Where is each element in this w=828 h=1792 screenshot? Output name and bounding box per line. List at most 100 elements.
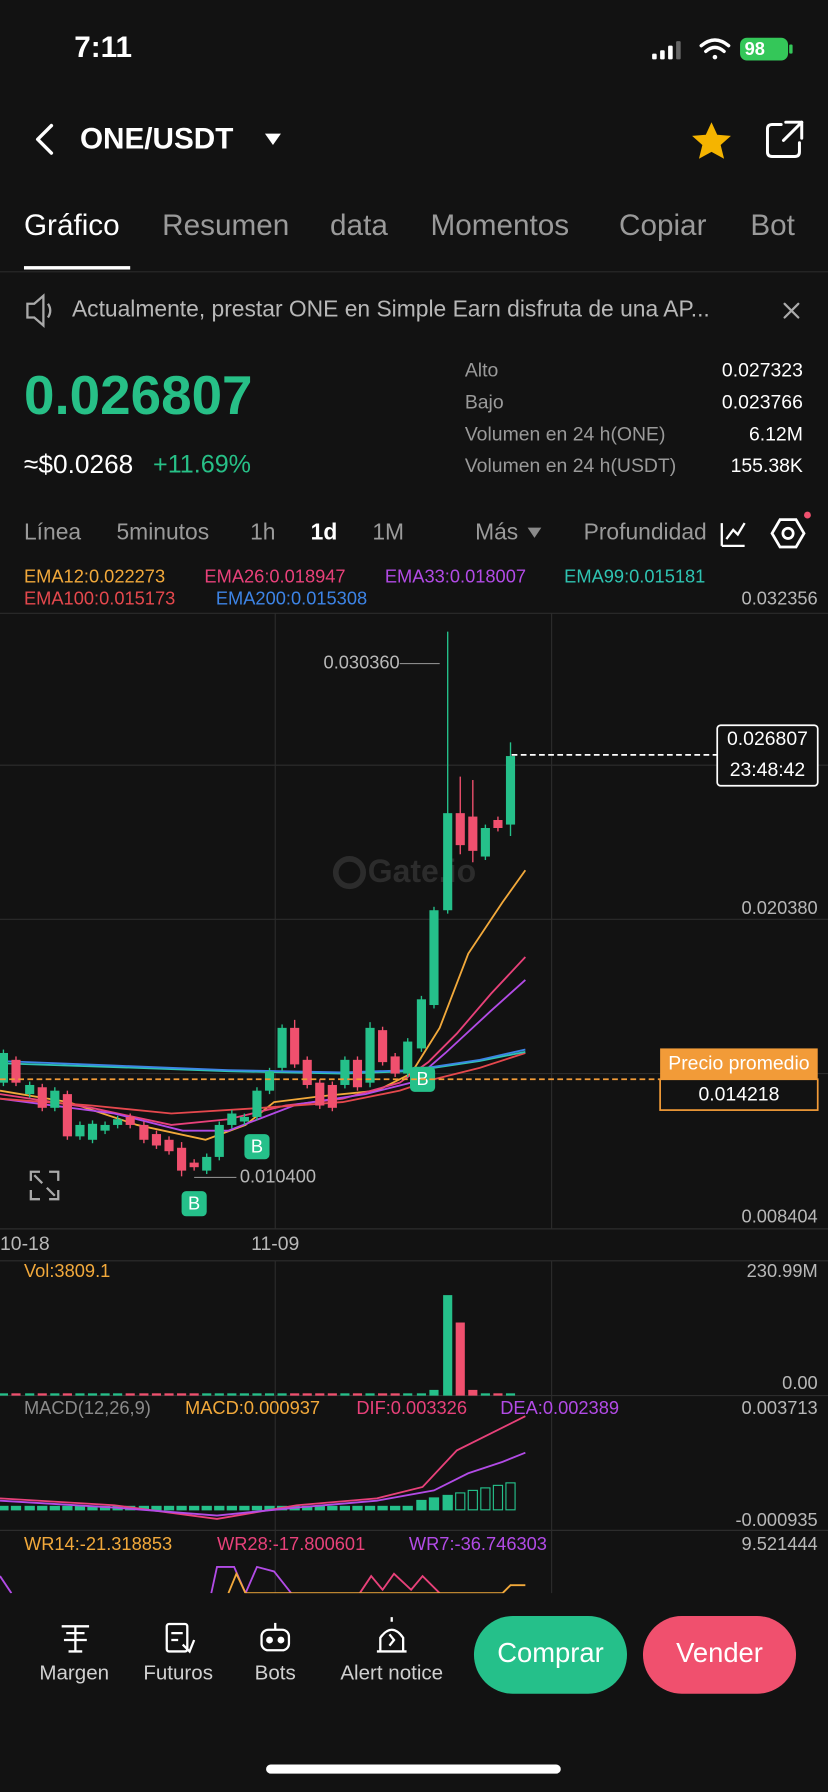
battery-level: 98: [745, 38, 765, 59]
back-button[interactable]: [35, 123, 54, 155]
macd-bar: [37, 1505, 48, 1511]
indicator-button[interactable]: [720, 522, 746, 548]
tab[interactable]: Copiar: [619, 209, 707, 242]
more-dropdown[interactable]: [527, 527, 542, 538]
macd-axis-label: 0.003713: [742, 1397, 818, 1418]
timeframe[interactable]: 1h: [250, 518, 275, 544]
volume-bar: [227, 1393, 237, 1396]
volume-bar: [87, 1393, 98, 1396]
volume-bar: [290, 1393, 300, 1396]
watermark: Gate.io: [332, 853, 476, 889]
volume-bar: [189, 1393, 199, 1396]
candle-body: [139, 1124, 149, 1140]
volume-bar: [416, 1393, 426, 1396]
buy-button[interactable]: [473, 1616, 627, 1694]
nav-item[interactable]: Bots: [255, 1662, 296, 1685]
candle-body: [290, 1027, 300, 1065]
nav-item[interactable]: Alert notice: [340, 1662, 443, 1685]
nav-item[interactable]: Futuros: [143, 1662, 213, 1685]
date-label: 11-09: [251, 1233, 299, 1255]
buy-label[interactable]: Comprar: [497, 1637, 604, 1668]
candle-body: [429, 910, 439, 1006]
sell-label[interactable]: Vender: [676, 1637, 763, 1668]
candle-body: [0, 1052, 8, 1083]
macd-axis-label: -0.000935: [735, 1509, 817, 1530]
candle-body: [403, 1041, 413, 1074]
volume-bar: [352, 1393, 363, 1396]
avg-price-title: Precio promedio: [668, 1053, 809, 1075]
macd-bar: [251, 1505, 263, 1511]
date-label: 10-18: [0, 1233, 50, 1255]
candle-body: [125, 1116, 135, 1125]
timeframe[interactable]: Más: [475, 518, 518, 544]
volume-bar: [75, 1393, 85, 1396]
indicator-label: EMA100:0.015173: [24, 587, 175, 608]
candle-body: [75, 1124, 85, 1137]
macd-bar: [480, 1487, 491, 1511]
signal-marker: [181, 1191, 207, 1217]
stat-value: 6.12M: [749, 423, 803, 445]
candle-body: [390, 1056, 400, 1074]
volume-label: Vol:3809.1: [24, 1260, 110, 1281]
macd-bar: [339, 1505, 351, 1511]
favorite-star[interactable]: [692, 122, 731, 159]
tab[interactable]: Momentos: [431, 209, 570, 242]
status-time: 7:11: [74, 31, 132, 64]
macd-bar: [492, 1484, 504, 1511]
candle-body: [100, 1124, 110, 1131]
pair-dropdown[interactable]: [264, 133, 281, 146]
macd-bar: [24, 1505, 35, 1511]
macd-bar: [0, 1505, 9, 1511]
timeframe-bar: Línea 5minutos 1h 1d 1M Más Profundidad: [24, 518, 707, 544]
expand-button[interactable]: [29, 1170, 60, 1201]
usd-price: ≈$0.0268: [24, 449, 133, 479]
signal-marker: [244, 1134, 270, 1160]
candle-body: [365, 1027, 375, 1083]
nav-item[interactable]: Margen: [39, 1662, 109, 1685]
stat-value: 0.027323: [722, 359, 803, 381]
candle-body: [340, 1059, 350, 1085]
timeframe[interactable]: Línea: [24, 518, 81, 544]
timeframe[interactable]: 5minutos: [116, 518, 209, 544]
sell-button[interactable]: [642, 1616, 797, 1694]
stat-label: Alto: [465, 359, 498, 381]
price-axis-label: 0.008404: [742, 1205, 818, 1226]
notice-text[interactable]: Actualmente, prestar ONE en Simple Earn …: [72, 296, 710, 322]
close-notice[interactable]: [783, 302, 800, 319]
settings-button[interactable]: [770, 518, 806, 549]
tab[interactable]: Gráfico: [24, 209, 120, 242]
macd-bar: [62, 1505, 73, 1511]
volume-bar: [37, 1393, 47, 1396]
indicator-label: WR7:-36.746303: [409, 1533, 547, 1554]
macd-bar: [189, 1505, 200, 1511]
volume-bar: [443, 1295, 453, 1396]
macd-bar: [163, 1505, 175, 1511]
stat-value: 0.023766: [722, 391, 803, 413]
last-price-box: [716, 724, 819, 787]
timeframe[interactable]: 1d: [311, 518, 338, 544]
candle-body: [239, 1116, 249, 1122]
timeframe[interactable]: 1M: [372, 518, 404, 544]
volume-bar: [164, 1393, 174, 1396]
volume-bar: [302, 1393, 312, 1396]
timeframe[interactable]: Profundidad: [584, 518, 707, 544]
battery-cap: [789, 44, 793, 54]
volume-bar: [0, 1393, 8, 1396]
pair-title[interactable]: ONE/USDT: [80, 122, 233, 155]
volume-bar: [277, 1393, 287, 1396]
home-indicator: [266, 1764, 561, 1774]
indicator-label: EMA200:0.015308: [216, 587, 367, 608]
tab[interactable]: data: [330, 209, 388, 242]
volume-axis-label: 0.00: [782, 1372, 818, 1393]
candle-body: [11, 1059, 21, 1083]
tab[interactable]: Bot: [750, 209, 795, 242]
wifi-icon: [699, 38, 731, 60]
volume-bar: [315, 1393, 325, 1396]
indicator-label: WR14:-21.318853: [24, 1533, 172, 1554]
macd-bar: [176, 1505, 187, 1511]
macd-bar: [505, 1482, 516, 1511]
candle-body: [62, 1094, 72, 1137]
tab[interactable]: Resumen: [162, 209, 289, 242]
share-button[interactable]: [765, 120, 804, 158]
